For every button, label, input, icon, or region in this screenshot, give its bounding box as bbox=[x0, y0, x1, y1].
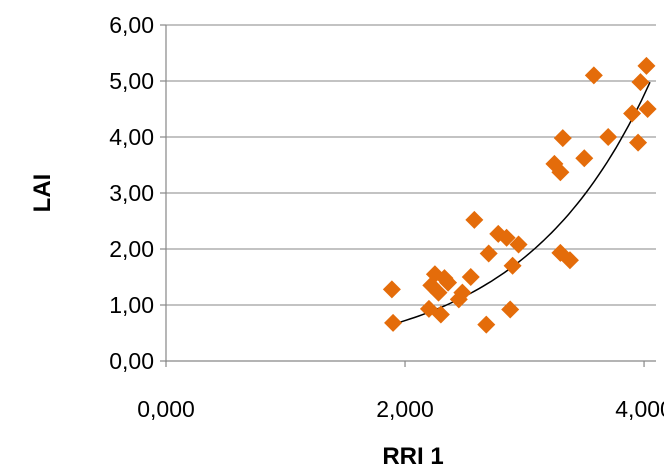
data-point-6 bbox=[431, 305, 450, 324]
data-point-18 bbox=[503, 256, 522, 275]
data-point-14 bbox=[479, 244, 498, 263]
grid-lines bbox=[166, 24, 656, 306]
data-point-23 bbox=[553, 129, 572, 148]
data-point-10 bbox=[453, 283, 472, 302]
data-point-32 bbox=[638, 100, 657, 118]
data-point-1 bbox=[384, 313, 403, 332]
tick-labels: 0,00 1,00 2,00 3,00 4,00 5,00 6,00 0,000 2,000 4,… bbox=[109, 12, 664, 422]
data-point-26 bbox=[584, 66, 603, 85]
axes bbox=[160, 24, 656, 367]
y-tick-label-1: 1,00 bbox=[109, 292, 154, 318]
data-point-25 bbox=[575, 149, 594, 168]
data-point-17 bbox=[501, 300, 520, 319]
data-point-12 bbox=[465, 210, 484, 229]
data-point-28 bbox=[623, 104, 642, 123]
data-point-11 bbox=[461, 268, 480, 286]
y-tick-label-4: 4,00 bbox=[109, 124, 154, 150]
y-tick-label-6: 6,00 bbox=[109, 12, 154, 38]
y-tick-label-2: 2,00 bbox=[109, 236, 154, 262]
data-points bbox=[382, 56, 657, 334]
data-point-29 bbox=[629, 133, 648, 152]
data-point-31 bbox=[637, 56, 656, 75]
y-tick-label-0: 0,00 bbox=[109, 348, 154, 374]
x-axis-title: RRI 1 bbox=[382, 443, 443, 470]
data-point-8 bbox=[439, 273, 458, 292]
y-tick-label-3: 3,00 bbox=[109, 180, 154, 206]
data-point-27 bbox=[599, 128, 618, 146]
data-point-19 bbox=[509, 235, 528, 254]
data-point-22 bbox=[551, 163, 570, 182]
data-point-21 bbox=[551, 243, 570, 262]
x-tick-label-1: 2,000 bbox=[376, 396, 434, 422]
x-tick-label-2: 4,000 bbox=[615, 396, 664, 422]
data-point-24 bbox=[560, 251, 579, 270]
data-point-0 bbox=[382, 280, 401, 299]
data-point-16 bbox=[497, 228, 516, 247]
data-point-30 bbox=[631, 73, 650, 92]
y-axis-title: LAI bbox=[29, 174, 56, 213]
data-point-13 bbox=[477, 315, 496, 334]
data-point-5 bbox=[429, 283, 448, 302]
y-tick-label-5: 5,00 bbox=[109, 68, 154, 94]
x-tick-label-0: 0,000 bbox=[137, 396, 195, 422]
